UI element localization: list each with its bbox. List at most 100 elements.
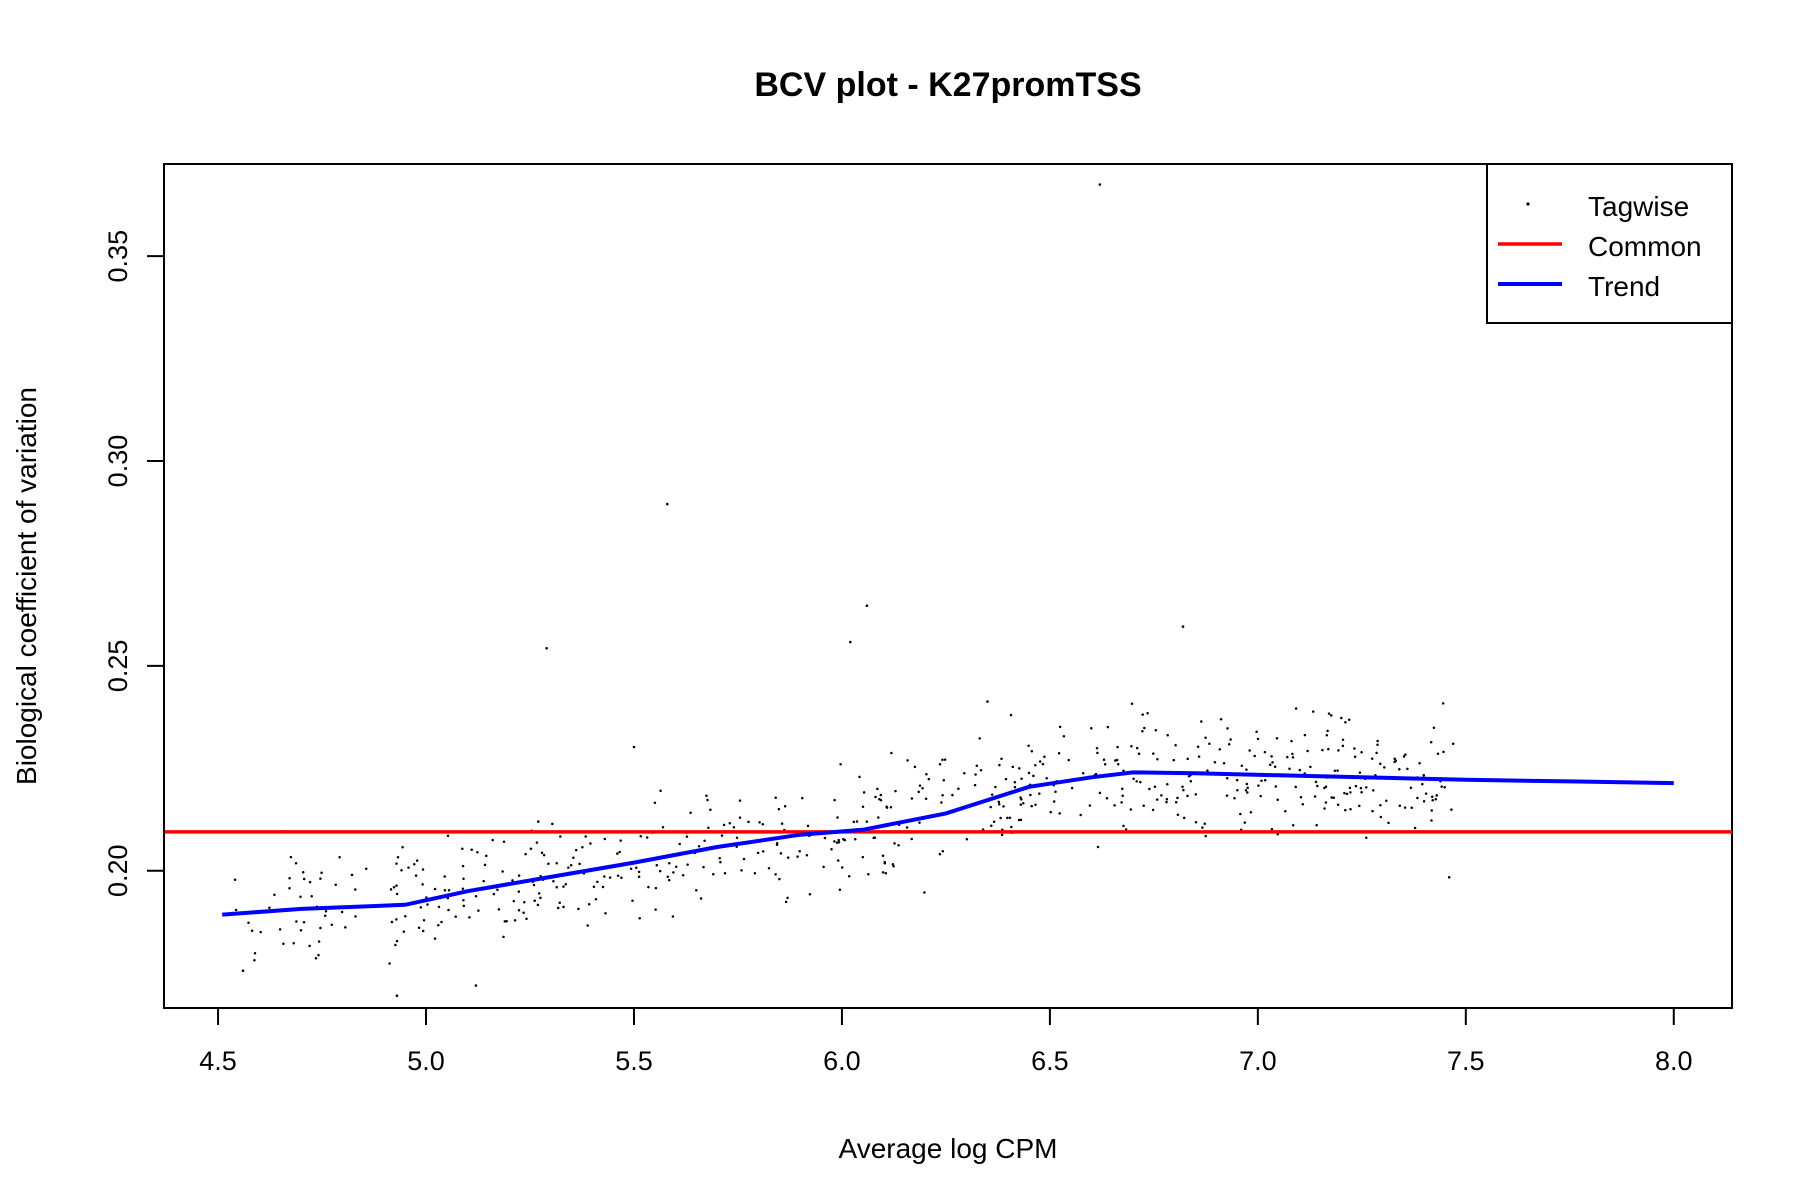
tagwise-point bbox=[1286, 755, 1289, 759]
tagwise-point bbox=[334, 883, 337, 887]
tagwise-point bbox=[440, 920, 443, 924]
tagwise-point bbox=[1255, 730, 1258, 734]
tagwise-point bbox=[584, 835, 587, 838]
tagwise-point bbox=[482, 879, 485, 883]
tagwise-point bbox=[1186, 757, 1189, 761]
tagwise-point bbox=[338, 855, 341, 859]
tagwise-point bbox=[1403, 806, 1407, 809]
tagwise-point bbox=[1385, 799, 1388, 802]
tagwise-point bbox=[833, 798, 836, 802]
tagwise-point bbox=[1146, 711, 1149, 715]
tagwise-point bbox=[461, 864, 465, 868]
tagwise-point bbox=[577, 907, 580, 911]
tagwise-point bbox=[1291, 756, 1295, 759]
tagwise-point bbox=[876, 787, 879, 791]
tagwise-point bbox=[437, 923, 440, 927]
tagwise-point bbox=[905, 826, 909, 829]
tagwise-point bbox=[1153, 785, 1157, 789]
tagwise-point bbox=[396, 855, 400, 859]
tagwise-point bbox=[259, 930, 262, 934]
tagwise-point bbox=[477, 909, 480, 912]
tagwise-point bbox=[1259, 794, 1262, 798]
tagwise-point bbox=[978, 737, 981, 740]
tagwise-point bbox=[774, 796, 777, 800]
tagwise-point bbox=[532, 883, 536, 887]
tagwise-point bbox=[474, 894, 478, 898]
tagwise-point bbox=[654, 908, 657, 911]
tagwise-point bbox=[661, 826, 665, 829]
tagwise-point bbox=[940, 801, 943, 804]
tagwise-point bbox=[320, 871, 323, 874]
tagwise-point bbox=[761, 822, 765, 826]
tagwise-point bbox=[1239, 812, 1242, 816]
tagwise-point bbox=[1116, 762, 1120, 766]
tagwise-point bbox=[1358, 804, 1361, 808]
tagwise-point bbox=[1096, 845, 1100, 849]
tagwise-point bbox=[454, 915, 457, 918]
tagwise-point bbox=[1263, 750, 1267, 754]
tagwise-point bbox=[1429, 740, 1433, 744]
tagwise-point bbox=[1020, 777, 1023, 780]
tagwise-point bbox=[569, 864, 573, 867]
tagwise-point bbox=[1181, 625, 1185, 628]
tagwise-point bbox=[596, 880, 599, 884]
tagwise-point bbox=[1275, 737, 1279, 740]
tagwise-point bbox=[667, 878, 671, 882]
tagwise-point bbox=[1000, 833, 1004, 837]
tagwise-point bbox=[681, 874, 685, 877]
tagwise-point bbox=[1306, 749, 1309, 753]
tagwise-point bbox=[419, 906, 423, 909]
tagwise-point bbox=[1246, 791, 1249, 794]
tagwise-point bbox=[447, 908, 450, 912]
tagwise-point bbox=[1034, 763, 1037, 767]
tagwise-point bbox=[918, 821, 921, 824]
tagwise-point bbox=[443, 875, 446, 878]
tagwise-point bbox=[323, 914, 327, 917]
tagwise-point bbox=[808, 892, 812, 896]
tagwise-point bbox=[758, 821, 761, 824]
tagwise-point bbox=[1376, 743, 1379, 747]
tagwise-point bbox=[308, 944, 311, 948]
tagwise-point bbox=[1303, 733, 1307, 737]
tagwise-point bbox=[997, 800, 1001, 804]
tagwise-point bbox=[468, 916, 471, 919]
tagwise-point bbox=[1154, 728, 1158, 732]
tagwise-point bbox=[997, 802, 1001, 806]
tagwise-point bbox=[1041, 762, 1045, 766]
tagwise-point bbox=[400, 868, 403, 872]
tagwise-point bbox=[1166, 783, 1169, 786]
tagwise-point bbox=[672, 871, 675, 874]
tagwise-point bbox=[1309, 765, 1312, 769]
tagwise-point bbox=[975, 764, 979, 768]
tagwise-point bbox=[1353, 747, 1356, 750]
tagwise-point bbox=[893, 842, 896, 845]
tagwise-point bbox=[1273, 765, 1277, 769]
legend-label-common: Common bbox=[1588, 231, 1702, 262]
tagwise-point bbox=[709, 808, 712, 811]
tagwise-point bbox=[461, 887, 465, 890]
tagwise-point bbox=[1270, 828, 1274, 831]
tagwise-point bbox=[784, 900, 788, 904]
tagwise-point bbox=[1019, 818, 1023, 822]
tagwise-point bbox=[556, 906, 560, 910]
tagwise-point bbox=[1156, 757, 1159, 761]
tagwise-point bbox=[1186, 794, 1189, 798]
tagwise-point bbox=[1260, 779, 1263, 782]
tagwise-point bbox=[1443, 786, 1446, 789]
tagwise-point bbox=[655, 863, 659, 867]
tagwise-point bbox=[938, 852, 942, 856]
y-tick-label: 0.35 bbox=[103, 230, 133, 283]
tagwise-point bbox=[979, 769, 983, 772]
tagwise-point bbox=[805, 854, 809, 857]
tagwise-point bbox=[1323, 807, 1326, 810]
tagwise-point bbox=[1323, 786, 1326, 790]
tagwise-point bbox=[562, 905, 565, 909]
tagwise-point bbox=[678, 842, 681, 846]
tagwise-point bbox=[1129, 808, 1133, 811]
tagwise-point bbox=[1174, 743, 1177, 747]
tagwise-point bbox=[1006, 816, 1009, 820]
x-tick-label: 6.5 bbox=[1031, 1046, 1069, 1076]
x-tick-label: 5.0 bbox=[407, 1046, 445, 1076]
tagwise-point bbox=[319, 926, 322, 930]
tagwise-point bbox=[462, 904, 466, 908]
